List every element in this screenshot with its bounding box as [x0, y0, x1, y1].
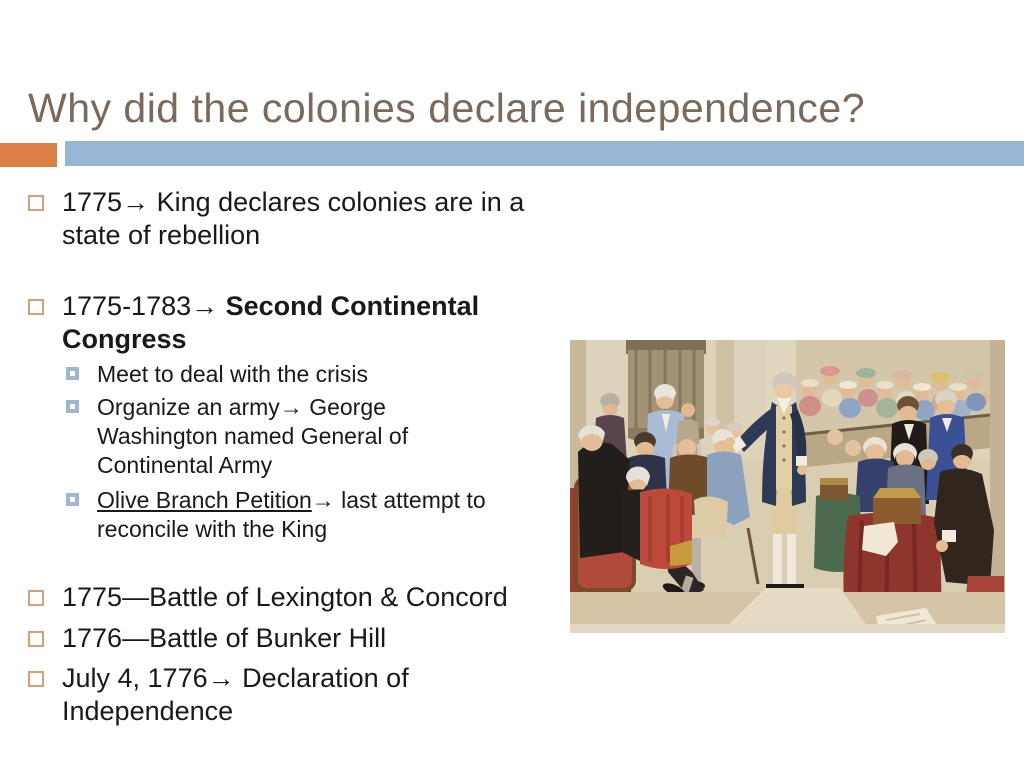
sub-item-organize-army: Organize an army→ George Washington name…	[66, 393, 437, 480]
item1-pre: 1775	[62, 187, 123, 217]
sub-item-meet-crisis: Meet to deal with the crisis	[66, 360, 527, 389]
orange-square-bullet-icon	[28, 671, 44, 687]
item4-text: 1776—Battle of Bunker Hill	[62, 623, 387, 653]
sub2-pre: Organize an army	[97, 394, 280, 420]
divider-blue-bar	[65, 141, 1024, 166]
item2-bold-text: Second Continental Congress	[62, 291, 480, 354]
page-title: Why did the colonies declare independenc…	[28, 85, 865, 132]
arrow-icon: →	[311, 487, 335, 513]
sub3-text: last attempt to reconcile with the King	[97, 487, 486, 542]
arrow-icon: →	[207, 663, 235, 693]
arrow-icon: →	[191, 291, 219, 321]
sub3-underlined-text: Olive Branch Petition	[97, 487, 312, 513]
orange-square-bullet-icon	[28, 590, 44, 606]
blue-square-bullet-icon	[66, 400, 79, 413]
sub2-text: George Washington named General of Conti…	[97, 394, 409, 478]
item1-text: King declares colonies are in a state of…	[62, 187, 525, 250]
list-item-second-congress: 1775-1783→ Second Continental Congress	[28, 290, 562, 356]
sub1-text: Meet to deal with the crisis	[97, 361, 369, 387]
arrow-icon: →	[122, 187, 150, 217]
blue-square-bullet-icon	[66, 493, 79, 506]
list-item-lexington-concord: 1775—Battle of Lexington & Concord	[28, 581, 602, 614]
item3-text: 1775—Battle of Lexington & Concord	[62, 582, 508, 612]
sub-item-olive-branch: Olive Branch Petition→ last attempt to r…	[66, 486, 557, 544]
list-item-1775-rebellion: 1775→ King declares colonies are in a st…	[28, 186, 562, 252]
item5-text: Declaration of Independence	[62, 663, 409, 726]
divider-orange-block	[0, 143, 57, 167]
congress-painting-image	[570, 340, 1005, 633]
orange-square-bullet-icon	[28, 299, 44, 315]
orange-square-bullet-icon	[28, 631, 44, 647]
blue-square-bullet-icon	[66, 367, 79, 380]
list-item-bunker-hill: 1776—Battle of Bunker Hill	[28, 622, 602, 655]
congress-painting	[570, 340, 1005, 633]
item2-pre: 1775-1783	[62, 291, 192, 321]
arrow-icon: →	[279, 394, 303, 420]
list-item-declaration: July 4, 1776→ Declaration of Independenc…	[28, 662, 492, 728]
orange-square-bullet-icon	[28, 195, 44, 211]
item5-pre: July 4, 1776	[62, 663, 208, 693]
